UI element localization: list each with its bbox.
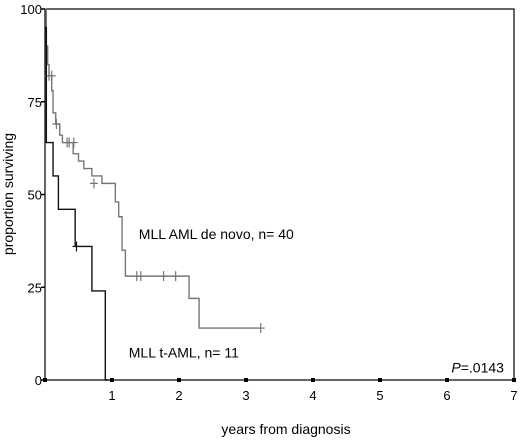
censor-mark bbox=[136, 271, 145, 282]
x-tick-label: 6 bbox=[443, 388, 450, 403]
x-tick-mark bbox=[244, 378, 248, 382]
y-tick-label: 75 bbox=[28, 95, 42, 110]
y-tick-label: 100 bbox=[20, 2, 42, 17]
x-tick-mark bbox=[43, 378, 47, 382]
series-layer bbox=[45, 8, 265, 381]
y-axis: 0 25 50 75 100 bbox=[20, 2, 45, 388]
censor-mark bbox=[69, 137, 78, 148]
y-tick-label: 25 bbox=[28, 280, 42, 295]
p-value-annotation: P=.0143 bbox=[451, 360, 504, 376]
y-axis-label: proportion surviving bbox=[0, 133, 16, 255]
censor-mark bbox=[256, 323, 265, 334]
x-tick-mark bbox=[177, 378, 181, 382]
x-tick-mark bbox=[445, 378, 449, 382]
x-tick-label: 2 bbox=[175, 388, 182, 403]
censor-mark bbox=[171, 271, 180, 282]
x-tick-mark bbox=[512, 378, 516, 382]
series-label: MLL t-AML, n= 11 bbox=[129, 345, 239, 361]
censor-mark bbox=[47, 70, 56, 81]
label-layer: MLL AML de novo, n= 40 MLL t-AML, n= 11 P=… bbox=[129, 226, 504, 376]
censor-mark bbox=[52, 119, 61, 130]
x-tick-label: 7 bbox=[510, 388, 517, 403]
p-symbol: P bbox=[451, 360, 461, 376]
x-tick-mark bbox=[311, 378, 315, 382]
x-tick-mark bbox=[378, 378, 382, 382]
x-axis-label: years from diagnosis bbox=[221, 421, 350, 437]
x-tick-mark bbox=[110, 378, 114, 382]
y-tick-label: 0 bbox=[35, 373, 42, 388]
survival-curve-1 bbox=[45, 8, 261, 329]
x-tick-label: 1 bbox=[108, 388, 115, 403]
censor-mark bbox=[159, 271, 168, 282]
x-tick-label: 3 bbox=[242, 388, 249, 403]
censor-mark bbox=[72, 241, 81, 252]
p-value: =.0143 bbox=[461, 360, 504, 376]
series-label: MLL AML de novo, n= 40 bbox=[139, 226, 294, 242]
x-tick-label: 5 bbox=[376, 388, 383, 403]
y-tick-label: 50 bbox=[28, 188, 42, 203]
survival-curve-2 bbox=[45, 26, 109, 381]
censor-mark bbox=[89, 178, 98, 189]
x-axis: 1 2 3 4 5 6 7 bbox=[43, 378, 518, 403]
x-tick-label: 4 bbox=[309, 388, 316, 403]
